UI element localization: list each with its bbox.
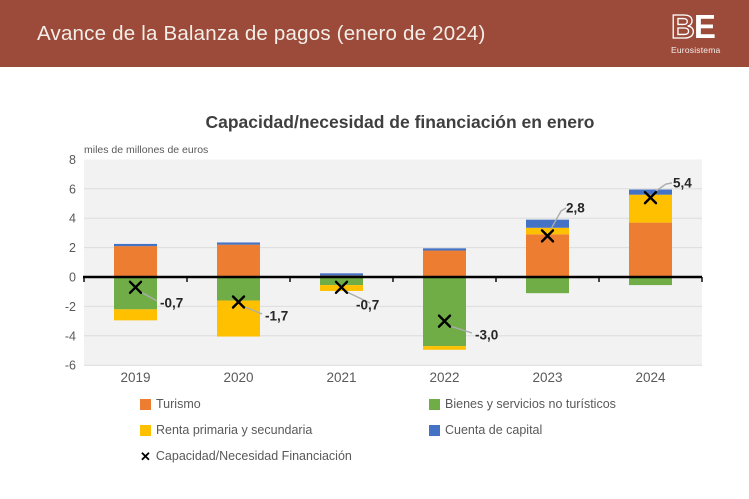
bar-segment-0 [423, 250, 466, 277]
x-axis-label: 2023 [532, 370, 562, 385]
data-label: 2,8 [566, 201, 585, 216]
banco-de-espana-logo: BE Eurosistema [670, 8, 721, 55]
x-marker [231, 295, 246, 309]
turismo-swatch-icon [140, 398, 151, 410]
axis-unit-label: miles de millones de euros [84, 144, 209, 156]
bar-segment-2 [423, 346, 466, 350]
bar-segment-3 [629, 189, 672, 195]
x-axis-label: 2024 [635, 370, 666, 385]
data-label: -0,7 [356, 298, 379, 313]
x-marker [437, 314, 452, 328]
legend-label: Renta primaria y secundaria [156, 423, 313, 437]
bar-segment-3 [423, 248, 466, 251]
x-marker-icon: ✕ [140, 448, 151, 464]
header-band: Avance de la Balanza de pagos (enero de … [0, 0, 749, 67]
legend-label: Bienes y servicios no turísticos [445, 397, 616, 411]
data-label: 5,4 [673, 176, 692, 191]
legend-item-capacidad-financiacion: ✕ Capacidad/Necesidad Financiación [140, 449, 429, 463]
logo-letter-e: E [693, 8, 716, 45]
bar-segment-1 [114, 277, 157, 310]
leader-line [140, 291, 158, 302]
bar-segment-1 [526, 277, 569, 294]
cuenta-capital-swatch-icon [429, 424, 440, 436]
bar-segment-2 [629, 194, 672, 223]
y-tick-label: -2 [65, 300, 76, 314]
data-label: -3,0 [475, 328, 498, 343]
leader-line [550, 207, 567, 230]
bar-segment-0 [114, 246, 157, 277]
renta-swatch-icon [140, 424, 151, 436]
chart-canvas: 8 6 4 2 0 -2 -4 -6 2019 2020 2021 2022 2023 2024 -0,7 -… [65, 153, 703, 385]
x-axis-label: 2020 [223, 370, 253, 385]
y-tick-label: -4 [65, 329, 76, 343]
y-tick-label: 6 [69, 182, 76, 196]
legend-label: Turismo [156, 397, 201, 411]
x-marker [128, 280, 143, 294]
y-tick-label: -6 [65, 359, 76, 373]
page-title: Avance de la Balanza de pagos (enero de … [37, 21, 486, 45]
y-tick-label: 0 [69, 271, 76, 285]
legend-item-turismo: Turismo [140, 397, 429, 411]
bar-segment-0 [629, 222, 672, 277]
bar-segment-2 [217, 300, 260, 337]
bar-segment-3 [526, 219, 569, 228]
bar-segment-1 [320, 277, 363, 286]
data-label: -1,7 [265, 309, 288, 324]
x-axis-label: 2021 [326, 370, 356, 385]
bar-segment-2 [114, 309, 157, 321]
bar-segment-1 [423, 277, 466, 347]
legend-label: Capacidad/Necesidad Financiación [155, 449, 352, 463]
legend-item-renta-primaria: Renta primaria y secundaria [140, 423, 429, 437]
bar-segment-3 [217, 242, 260, 245]
bar-segment-1 [629, 277, 672, 286]
leader-line [346, 291, 371, 304]
x-marker [540, 229, 555, 243]
leader-line [244, 306, 263, 315]
x-axis-label: 2022 [429, 370, 459, 385]
logo-subtitle: Eurosistema [671, 45, 721, 55]
bar-segment-1 [217, 277, 260, 301]
leader-line [449, 325, 473, 334]
bar-segment-3 [320, 273, 363, 276]
legend-label: Cuenta de capital [445, 423, 543, 437]
x-marker [643, 190, 658, 205]
bar-segment-2 [526, 227, 569, 235]
x-axis-label: 2019 [120, 370, 150, 385]
logo-monogram: BE [670, 8, 720, 45]
y-tick-label: 8 [69, 153, 76, 167]
chart-title: Capacidad/necesidad de financiación en e… [205, 112, 595, 132]
legend-item-cuenta-de-capital: Cuenta de capital [429, 423, 616, 437]
plot-background [84, 159, 702, 366]
bar-segment-0 [526, 234, 569, 277]
bar-segment-3 [114, 243, 157, 247]
logo-letter-b: B [670, 8, 695, 45]
x-marker [334, 280, 349, 294]
data-label: -0,7 [160, 296, 183, 311]
y-tick-label: 2 [69, 241, 76, 255]
legend-item-bienes-y-servicios: Bienes y servicios no turísticos [429, 397, 616, 411]
y-tick-label: 4 [69, 212, 76, 226]
leader-line [655, 182, 673, 192]
bienes-swatch-icon [429, 398, 440, 410]
bar-segment-0 [217, 244, 260, 277]
chart-legend: Turismo Bienes y servicios no turísticos… [140, 391, 616, 469]
